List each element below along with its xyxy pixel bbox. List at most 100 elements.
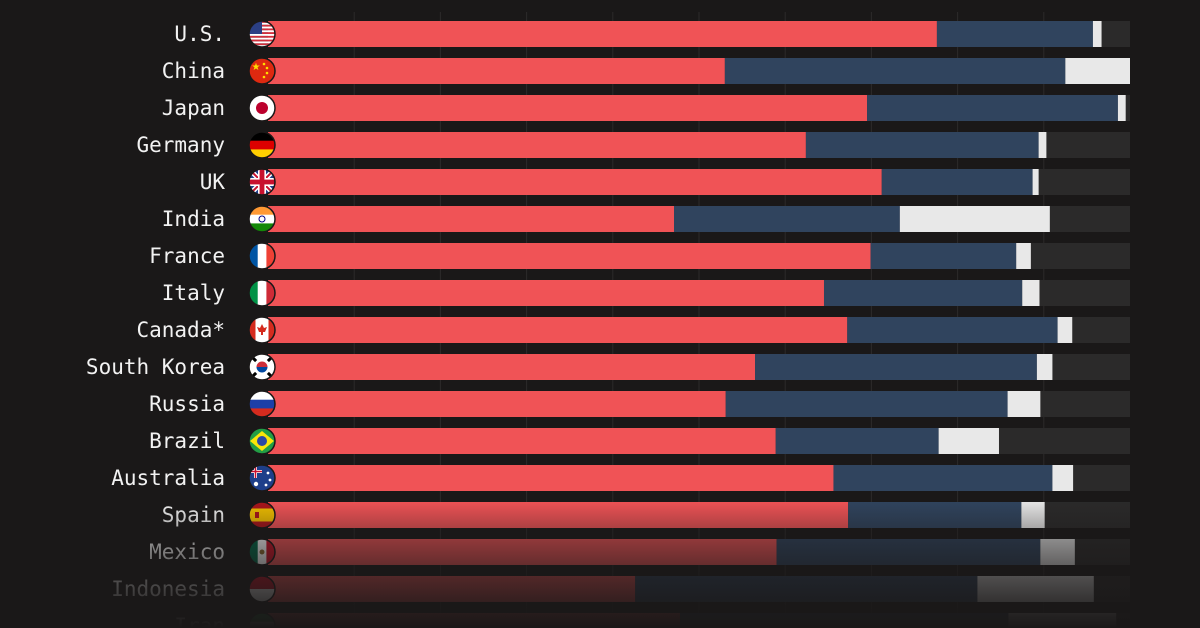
bar-segment-1 (268, 21, 937, 47)
mexico-flag-icon (248, 538, 276, 566)
indonesia-flag-icon (248, 575, 276, 603)
bar-segment-3 (938, 428, 999, 454)
brazil-flag-icon (248, 427, 276, 455)
bar-segment-3 (1016, 243, 1031, 269)
bar-segment-1 (268, 354, 756, 380)
country-label: Canada* (136, 318, 225, 342)
bar-segment-3 (1040, 539, 1075, 565)
bar-segment-2 (805, 132, 1039, 158)
country-label: Iran (174, 614, 225, 628)
bar-segment-3 (1032, 169, 1039, 195)
bar-segment-2 (674, 206, 900, 232)
country-label: South Korea (86, 355, 225, 379)
spain-flag-icon (248, 501, 276, 529)
bar-row-germany: Germany (136, 131, 1130, 159)
bar-segment-2 (881, 169, 1033, 195)
bar-row-japan: Japan (162, 94, 1130, 122)
bar-segment-3 (1036, 354, 1053, 380)
country-label: U.S. (174, 22, 225, 46)
bar-row-indonesia: Indonesia (111, 575, 1130, 603)
bar-segment-1 (268, 132, 806, 158)
bar-segment-1 (268, 169, 882, 195)
bar-segment-1 (268, 317, 848, 343)
country-label: UK (200, 170, 226, 194)
bar-segment-2 (776, 539, 1041, 565)
bar-segment-3 (1092, 21, 1102, 47)
south-korea-flag-icon (248, 353, 276, 381)
chart-rows: U.S. ★ China Japan Germany UK India France Italy… (86, 20, 1130, 628)
bar-segment-1 (268, 95, 868, 121)
bar-segment-1 (268, 539, 777, 565)
bar-segment-2 (775, 428, 939, 454)
bar-row-russia: Russia (149, 390, 1130, 418)
france-flag-icon (248, 242, 276, 270)
bar-segment-3 (1007, 391, 1041, 417)
bar-row-iran: Iran (174, 612, 1130, 628)
bar-segment-1 (268, 502, 849, 528)
bar-segment-1 (268, 465, 834, 491)
bar-row-india: India (162, 205, 1130, 233)
bar-segment-2 (680, 613, 1009, 628)
bar-segment-2 (936, 21, 1093, 47)
bar-segment-3 (977, 576, 1094, 602)
bar-segment-2 (725, 391, 1008, 417)
bar-segment-1 (268, 428, 776, 454)
bar-row-mexico: Mexico (149, 538, 1130, 566)
bar-row-canada: Canada* (136, 316, 1130, 344)
india-flag-icon (248, 205, 276, 233)
bar-segment-3 (1021, 502, 1045, 528)
bar-segment-1 (268, 613, 681, 628)
bar-row-italy: Italy (162, 279, 1130, 307)
bar-segment-3 (899, 206, 1050, 232)
australia-flag-icon (248, 464, 276, 492)
country-label: Australia (111, 466, 225, 490)
bar-segment-2 (870, 243, 1017, 269)
bar-row-spain: Spain (162, 501, 1130, 529)
bar-segment-2 (755, 354, 1037, 380)
country-label: Spain (162, 503, 225, 527)
bar-row-france: France (149, 242, 1130, 270)
bar-row-south-korea: South Korea (86, 353, 1130, 381)
bar-segment-1 (268, 576, 636, 602)
bar-segment-2 (848, 502, 1022, 528)
country-label: Germany (136, 133, 225, 157)
bar-segment-1 (268, 243, 871, 269)
bar-row-uk: UK (200, 168, 1130, 196)
bar-segment-3 (1052, 465, 1074, 491)
country-label: Russia (149, 392, 225, 416)
bar-row-australia: Australia (111, 464, 1130, 492)
bar-segment-3 (1117, 95, 1126, 121)
country-label: France (149, 244, 225, 268)
country-label: Italy (162, 281, 225, 305)
germany-flag-icon (248, 131, 276, 159)
bar-row-china: ★ China (162, 57, 1130, 85)
canada-flag-icon (248, 316, 276, 344)
bar-segment-1 (268, 280, 824, 306)
us-flag-icon (248, 20, 276, 48)
bar-row-u-s: U.S. (174, 20, 1130, 48)
bar-segment-2 (635, 576, 978, 602)
bar-segment-2 (833, 465, 1053, 491)
italy-flag-icon (248, 279, 276, 307)
japan-flag-icon (248, 94, 276, 122)
bar-segment-1 (268, 206, 675, 232)
china-flag-icon: ★ (248, 57, 276, 85)
bar-row-brazil: Brazil (149, 427, 1130, 455)
country-label: India (162, 207, 225, 231)
bar-segment-1 (268, 391, 726, 417)
bar-segment-2 (867, 95, 1118, 121)
bar-segment-3 (1057, 317, 1073, 343)
russia-flag-icon (248, 390, 276, 418)
svg-text:★: ★ (252, 62, 261, 73)
bar-segment-3 (1022, 280, 1040, 306)
uk-flag-icon (248, 168, 276, 196)
bar-segment-1 (268, 58, 725, 84)
country-label: Brazil (149, 429, 225, 453)
bar-segment-2 (724, 58, 1066, 84)
bar-segment-3 (1038, 132, 1047, 158)
bar-segment-2 (823, 280, 1023, 306)
bar-segment-3 (1008, 613, 1117, 628)
bar-segment-2 (847, 317, 1058, 343)
country-label: Indonesia (111, 577, 225, 601)
